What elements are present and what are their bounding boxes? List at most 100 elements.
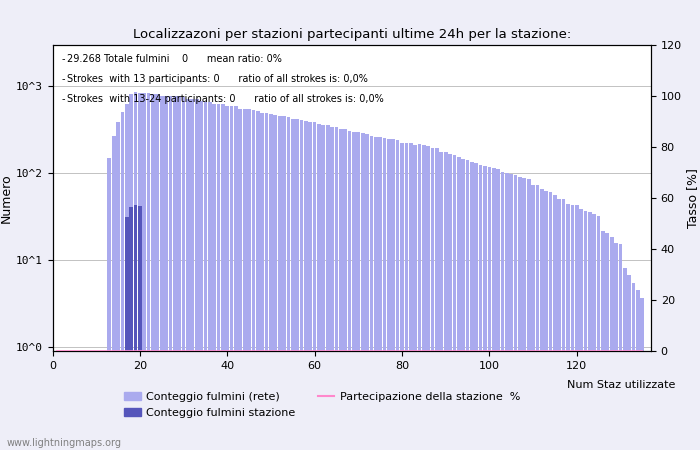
Bar bbox=[352, 131, 356, 450]
Bar bbox=[527, 179, 531, 450]
Bar bbox=[177, 96, 181, 450]
Bar bbox=[518, 177, 522, 450]
Bar bbox=[479, 165, 482, 450]
Bar bbox=[623, 268, 626, 450]
Y-axis label: Tasso [%]: Tasso [%] bbox=[686, 168, 699, 228]
Bar bbox=[619, 244, 622, 450]
Bar bbox=[335, 127, 338, 450]
Bar bbox=[221, 104, 225, 450]
Bar bbox=[601, 231, 605, 450]
Bar bbox=[130, 207, 133, 450]
Bar bbox=[125, 104, 129, 450]
Bar bbox=[230, 106, 234, 450]
Bar bbox=[522, 178, 526, 450]
Bar bbox=[596, 216, 601, 450]
Bar bbox=[138, 206, 141, 450]
Bar bbox=[453, 155, 456, 450]
Text: Num Staz utilizzate: Num Staz utilizzate bbox=[567, 380, 676, 390]
Bar bbox=[627, 275, 631, 450]
Bar bbox=[278, 116, 281, 450]
Bar bbox=[286, 117, 290, 450]
Bar bbox=[584, 211, 587, 450]
Bar bbox=[317, 124, 321, 450]
Legend: Conteggio fulmini (rete), Conteggio fulmini stazione, Partecipazione della stazi: Conteggio fulmini (rete), Conteggio fulm… bbox=[120, 387, 524, 422]
Bar bbox=[282, 116, 286, 450]
Bar bbox=[444, 152, 447, 450]
Bar bbox=[461, 159, 465, 450]
Bar bbox=[300, 120, 303, 450]
Bar bbox=[475, 163, 478, 450]
Bar bbox=[147, 93, 150, 450]
Bar bbox=[348, 130, 351, 450]
Bar bbox=[579, 210, 583, 450]
Bar bbox=[186, 99, 190, 450]
Bar bbox=[614, 243, 618, 450]
Y-axis label: Numero: Numero bbox=[0, 173, 13, 223]
Bar bbox=[295, 119, 299, 450]
Bar bbox=[309, 122, 312, 450]
Bar bbox=[400, 143, 404, 450]
Bar bbox=[426, 146, 430, 450]
Bar bbox=[457, 157, 461, 450]
Title: Localizzazoni per stazioni partecipanti ultime 24h per la stazione:: Localizzazoni per stazioni partecipanti … bbox=[132, 28, 571, 41]
Bar bbox=[606, 234, 609, 450]
Bar bbox=[430, 148, 435, 450]
Bar bbox=[483, 166, 486, 450]
Bar bbox=[514, 175, 517, 450]
Text: -: - bbox=[62, 94, 65, 104]
Bar bbox=[173, 96, 176, 450]
Bar bbox=[566, 204, 570, 450]
Bar bbox=[125, 217, 129, 450]
Bar bbox=[631, 283, 636, 450]
Bar bbox=[107, 158, 111, 450]
Bar bbox=[536, 185, 539, 450]
Bar bbox=[413, 145, 417, 450]
Bar bbox=[130, 94, 133, 450]
Bar bbox=[204, 102, 207, 450]
Bar bbox=[313, 122, 316, 450]
Bar bbox=[112, 136, 116, 450]
Bar bbox=[531, 184, 535, 450]
Bar bbox=[545, 191, 548, 450]
Bar bbox=[487, 167, 491, 450]
Bar bbox=[182, 97, 186, 450]
Bar bbox=[383, 138, 386, 450]
Bar bbox=[190, 99, 194, 450]
Bar bbox=[435, 148, 439, 450]
Bar bbox=[378, 137, 382, 450]
Bar bbox=[326, 126, 330, 450]
Bar bbox=[274, 115, 277, 450]
Bar bbox=[466, 160, 470, 450]
Bar bbox=[405, 143, 408, 450]
Bar bbox=[510, 174, 513, 450]
Bar bbox=[448, 154, 452, 450]
Bar bbox=[418, 144, 421, 450]
Bar bbox=[330, 127, 334, 450]
Bar bbox=[134, 92, 137, 450]
Bar bbox=[470, 162, 474, 450]
Bar bbox=[142, 93, 146, 450]
Bar bbox=[138, 93, 141, 450]
Bar bbox=[339, 129, 343, 450]
Bar bbox=[265, 113, 268, 450]
Bar bbox=[247, 109, 251, 450]
Bar bbox=[160, 96, 164, 450]
Text: -: - bbox=[62, 54, 65, 64]
Bar bbox=[391, 139, 395, 450]
Bar bbox=[243, 109, 246, 450]
Bar bbox=[575, 205, 579, 450]
Bar bbox=[540, 189, 544, 450]
Bar bbox=[360, 133, 365, 450]
Text: 29.268 Totale fulmini    0      mean ratio: 0%: 29.268 Totale fulmini 0 mean ratio: 0% bbox=[67, 54, 282, 64]
Bar bbox=[422, 145, 426, 450]
Bar bbox=[553, 194, 556, 450]
Bar bbox=[365, 135, 369, 450]
Bar bbox=[370, 136, 373, 450]
Bar bbox=[395, 140, 400, 450]
Text: Strokes  with 13 participants: 0      ratio of all strokes is: 0,0%: Strokes with 13 participants: 0 ratio of… bbox=[67, 74, 368, 84]
Bar bbox=[588, 212, 592, 450]
Bar bbox=[260, 113, 264, 450]
Bar bbox=[549, 192, 552, 450]
Bar bbox=[304, 121, 308, 450]
Bar bbox=[239, 109, 242, 450]
